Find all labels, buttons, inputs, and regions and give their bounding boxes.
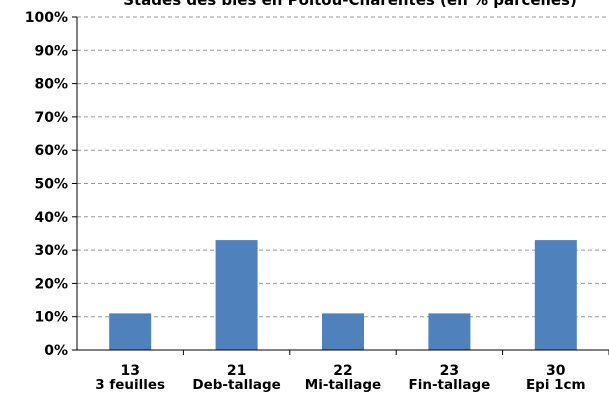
bar-21 (215, 240, 258, 350)
y-tick-label: 60% (34, 143, 68, 159)
y-tick-label: 70% (34, 110, 68, 126)
y-tick-label: 0% (44, 343, 68, 359)
x-category-name: Fin-tallage (408, 377, 490, 393)
y-tick-label: 20% (34, 276, 68, 292)
gridlines (77, 16, 609, 318)
bar-13 (109, 313, 152, 350)
y-tick-label: 10% (34, 310, 68, 326)
x-category-code: 13 (120, 363, 139, 379)
x-category-name: Deb-tallage (192, 377, 280, 393)
y-tick-label: 80% (34, 77, 68, 93)
y-tick-label: 100% (25, 10, 68, 26)
x-category-code: 23 (440, 363, 459, 379)
y-tick-label: 30% (34, 243, 68, 259)
x-category-code: 22 (333, 363, 352, 379)
bars (109, 240, 577, 350)
x-category-code: 30 (546, 363, 566, 379)
x-category-name: 3 feuilles (95, 377, 165, 393)
y-tick-label: 50% (34, 177, 68, 193)
bar-23 (428, 313, 471, 350)
x-category-code: 21 (227, 363, 246, 379)
bar-22 (322, 313, 364, 350)
bar-30 (534, 240, 577, 350)
y-tick-label: 40% (34, 210, 68, 226)
y-tick-label: 90% (34, 43, 68, 59)
x-category-name: Mi-tallage (305, 377, 381, 393)
x-category-name: Epi 1cm (526, 377, 586, 393)
chart-title: Stades des blés en Poitou-Charentes (en … (123, 0, 577, 9)
y-axis: 0% 10% 20% 30% 40% 50% 60% 70% 80% 90% 100% (25, 10, 78, 359)
